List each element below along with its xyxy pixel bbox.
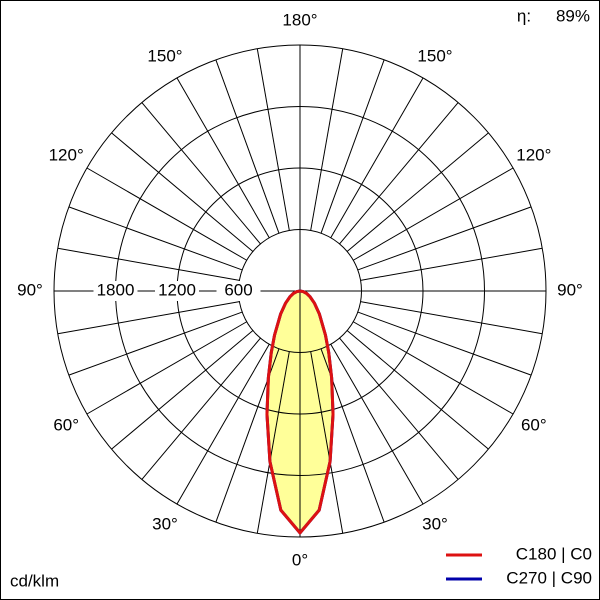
angle-grid-line: [86, 167, 247, 261]
spoke: [57, 301, 240, 335]
angle-grid-line: [86, 321, 247, 415]
legend-label: C180 | C0: [516, 544, 592, 563]
spoke: [215, 59, 280, 234]
legend-label: C270 | C90: [506, 568, 592, 587]
spoke: [68, 206, 243, 271]
angle-tick-label: 150°: [417, 47, 452, 66]
spoke: [256, 48, 290, 231]
spoke: [320, 59, 385, 234]
angle-grid-line: [353, 321, 514, 415]
outer-ring: [53, 44, 547, 538]
r-tick-label: 1800: [97, 280, 135, 299]
angle-tick-label: 150°: [147, 47, 182, 66]
angle-tick-label: 60°: [53, 415, 79, 434]
spoke: [357, 206, 532, 271]
angle-tick-label: 0°: [292, 550, 308, 569]
angle-grid-line: [176, 77, 270, 238]
tick-label-bg: [216, 281, 261, 301]
angle-tick-label: 30°: [152, 514, 178, 533]
spoke: [68, 311, 243, 376]
r-tick-label: 600: [224, 280, 252, 299]
angle-tick-label: 60°: [521, 415, 547, 434]
spoke: [360, 247, 543, 281]
spoke: [339, 102, 459, 245]
spoke: [346, 330, 489, 450]
spoke: [111, 132, 254, 252]
unit-label: cd/klm: [10, 571, 59, 590]
angle-tick-label: 90°: [17, 280, 43, 299]
spoke: [339, 337, 459, 480]
spoke: [310, 48, 344, 231]
spoke: [346, 132, 489, 252]
tick-label-bg: [93, 281, 138, 301]
angle-grid-line: [330, 77, 424, 238]
efficiency-symbol: η:: [517, 6, 531, 25]
angle-grid-line: [353, 167, 514, 261]
angle-tick-label: 120°: [516, 145, 551, 164]
tick-label-bg: [155, 281, 199, 301]
angle-tick-label: 30°: [422, 514, 448, 533]
spoke: [310, 351, 344, 534]
r-tick-label: 1200: [158, 280, 196, 299]
spoke: [141, 337, 261, 480]
spoke: [111, 330, 254, 450]
angle-grid-line: [176, 344, 270, 505]
efficiency: 89%: [556, 6, 590, 25]
spoke: [360, 301, 543, 335]
spoke: [141, 102, 261, 245]
angle-tick-label: 90°: [557, 280, 583, 299]
spoke: [57, 247, 240, 281]
intensity-curve: [265, 289, 335, 535]
spoke: [256, 351, 290, 534]
angle-tick-label: 180°: [282, 10, 317, 29]
angle-grid-line: [330, 344, 424, 505]
angle-tick-label: 120°: [49, 145, 84, 164]
spoke: [357, 311, 532, 376]
